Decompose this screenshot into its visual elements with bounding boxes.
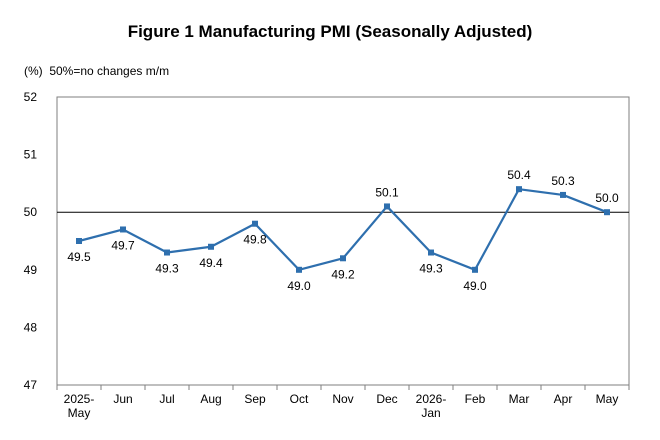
x-tick-label: Jun <box>113 392 132 406</box>
y-tick-label: 51 <box>24 148 38 162</box>
data-label: 50.1 <box>375 185 399 199</box>
data-label: 49.8 <box>243 233 267 247</box>
x-tick-label: Sep <box>244 392 266 406</box>
data-label: 50.4 <box>507 168 531 182</box>
data-label: 50.0 <box>595 191 619 205</box>
y-tick-labels: 47 48 49 50 51 52 <box>24 90 38 392</box>
data-label: 49.7 <box>111 238 135 252</box>
x-tick-label: Dec <box>376 392 397 406</box>
data-point <box>164 249 170 256</box>
plot-area-border <box>56 96 630 386</box>
data-point <box>384 203 390 210</box>
x-tick-label: Oct <box>290 392 309 406</box>
data-point <box>560 191 566 198</box>
data-point <box>76 238 82 244</box>
x-tick-label: Aug <box>200 392 221 406</box>
x-tick-label: Mar <box>509 392 530 406</box>
y-tick-label: 52 <box>24 90 38 104</box>
x-tick-label: Apr <box>554 392 573 406</box>
x-tick-label: 2025-May <box>64 392 95 420</box>
data-point <box>604 209 610 216</box>
data-point <box>120 226 126 233</box>
x-tick-label: Jul <box>159 392 174 406</box>
x-tick-label: May <box>596 392 619 406</box>
data-label: 49.3 <box>419 262 443 276</box>
data-points <box>76 186 610 273</box>
data-point <box>208 243 214 250</box>
data-label: 49.3 <box>155 262 179 276</box>
data-label: 49.4 <box>199 256 223 270</box>
data-label: 49.0 <box>287 279 311 293</box>
data-point <box>516 186 522 193</box>
data-label: 49.5 <box>67 250 91 264</box>
data-label: 49.0 <box>463 279 487 293</box>
data-point <box>472 266 478 273</box>
x-tick-label: Feb <box>465 392 486 406</box>
data-point <box>428 249 434 256</box>
y-tick-label: 50 <box>24 205 38 219</box>
y-tick-label: 47 <box>24 378 38 392</box>
data-label: 50.3 <box>551 174 575 188</box>
data-point <box>252 220 258 227</box>
data-labels: 49.5 49.7 49.3 49.4 49.8 49.0 49.2 50.1 49.3 49.0… <box>67 168 619 293</box>
x-tick-labels: 2025-May Jun Jul Aug Sep Oct Nov Dec 2026-Jan Feb… <box>64 392 619 420</box>
data-point <box>340 255 346 262</box>
y-tick-label: 49 <box>24 263 38 277</box>
x-tick-label: 2026-Jan <box>416 392 447 420</box>
data-label: 49.2 <box>331 267 355 281</box>
x-tick-label: Nov <box>332 392 353 406</box>
axes <box>56 96 630 390</box>
y-unit-note: (%) 50%=no changes m/m <box>24 64 170 78</box>
chart-title: Figure 1 Manufacturing PMI (Seasonally A… <box>127 22 533 41</box>
data-point <box>296 266 302 273</box>
y-tick-label: 48 <box>24 320 38 334</box>
